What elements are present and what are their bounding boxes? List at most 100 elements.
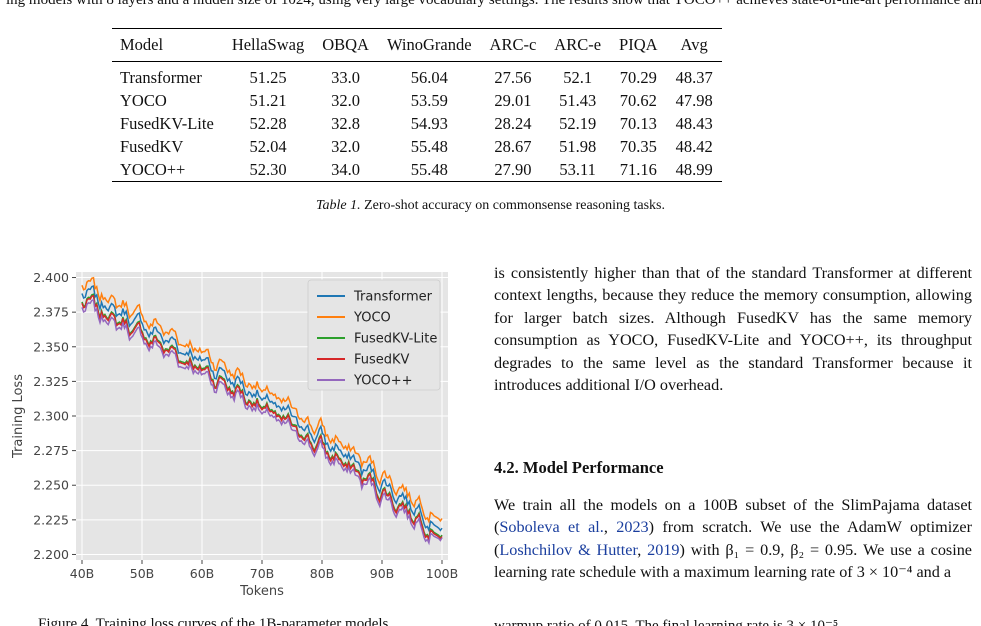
x-tick-label: 50B: [130, 566, 154, 581]
citation-loshchilov-year[interactable]: 2019: [647, 540, 680, 559]
y-axis-label: Training Loss: [11, 374, 26, 459]
x-axis-label: Tokens: [239, 584, 284, 599]
table-cell: 48.99: [675, 159, 713, 179]
table-cell: 52.28: [249, 113, 287, 133]
table-cell: 32.8: [331, 113, 361, 133]
paragraph-fragment: warmup ratio of 0.015. The final learnin…: [494, 618, 839, 626]
table-row: YOCO++ 52.30 34.0 55.48 27.90 53.11 71.16 48.99: [112, 158, 722, 182]
series-line-yoco-: [81, 298, 443, 546]
legend-entry: Transformer: [353, 290, 433, 305]
legend-entry: FusedKV: [354, 353, 410, 368]
chart-legend: Transformer YOCO FusedKV-Lite FusedKV YOCO++: [307, 279, 441, 391]
legend-box: [307, 279, 441, 391]
table-cell: 47.98: [675, 90, 713, 110]
y-tick-label: 2.200: [33, 547, 69, 562]
y-tick-label: 2.350: [33, 339, 69, 354]
series-line-fusedkv: [81, 294, 443, 543]
series-lines: [81, 276, 443, 546]
column-header: WinoGrande: [386, 34, 472, 54]
table-cell: 51.98: [559, 136, 597, 156]
y-tick-label: 2.275: [33, 443, 69, 458]
table-caption: Table 1. Zero-shot accuracy on commonsen…: [0, 198, 981, 214]
table-cell: 71.16: [619, 159, 657, 179]
series-line-yoco: [81, 276, 443, 525]
paragraph-throughput: is consistently higher than that of the …: [494, 264, 972, 395]
table-cell: 70.13: [619, 113, 657, 133]
table-cell: 34.0: [331, 159, 361, 179]
table-cell: 32.0: [331, 90, 361, 110]
series-line-transformer: [81, 284, 443, 533]
y-tick-label: 2.375: [33, 305, 69, 320]
column-header: OBQA: [322, 34, 369, 54]
caption-text: Zero-shot accuracy on commonsense reason…: [360, 198, 665, 213]
table-cell: 48.42: [675, 136, 713, 156]
y-tick-label: 2.250: [33, 478, 69, 493]
table-cell: 33.0: [331, 67, 361, 87]
training-loss-chart: 40B 50B 60B 70B 80B 90B 100B 2.200 2.225 2.250 2.2…: [11, 270, 458, 599]
table-cell: YOCO++: [120, 159, 186, 179]
column-header: Avg: [680, 34, 708, 54]
citation-soboleva[interactable]: Soboleva et al.: [499, 518, 604, 537]
y-tick-label: 2.400: [33, 270, 69, 285]
legend-entry: YOCO++: [353, 374, 413, 389]
x-tick-label: 80B: [310, 566, 334, 581]
table-cell: 56.04: [410, 67, 448, 87]
table-cell: 52.19: [559, 113, 597, 133]
table-cell: 48.37: [675, 67, 713, 87]
column-header: ARC-c: [489, 34, 537, 54]
figure-caption-fragment: Figure 4. Training loss curves of the 1B…: [38, 616, 393, 626]
caption-label: Table 1.: [315, 198, 361, 213]
x-tick-label: 100B: [426, 566, 458, 581]
table-cell: 28.67: [494, 136, 532, 156]
table-row: YOCO 51.21 32.0 53.59 29.01 51.43 70.62 47.98: [112, 89, 722, 112]
column-header: Model: [120, 34, 164, 54]
results-table: Model HellaSwag OBQA WinoGrande ARC-c ARC-e PI…: [112, 28, 722, 182]
table-cell: FusedKV-Lite: [120, 113, 214, 133]
citation-soboleva-year[interactable]: 2023: [616, 518, 649, 537]
table-cell: 27.90: [494, 159, 532, 179]
column-header: PIQA: [619, 34, 658, 54]
top-text-fragment: ing models with 8 layers and a hidden si…: [6, 0, 981, 8]
table-cell: 52.1: [563, 67, 593, 87]
table-cell: 29.01: [494, 90, 532, 110]
table-row: Transformer 51.25 33.0 56.04 27.56 52.1 70.29 4…: [112, 62, 722, 90]
column-header: ARC-e: [554, 34, 602, 54]
column-header: HellaSwag: [231, 34, 305, 54]
x-tick-label: 90B: [370, 566, 394, 581]
table-header-row: Model HellaSwag OBQA WinoGrande ARC-c ARC-e PI…: [112, 28, 722, 62]
legend-entry: YOCO: [353, 311, 391, 326]
table-cell: 51.43: [559, 90, 597, 110]
y-tick-label: 2.225: [33, 512, 69, 527]
table-cell: 52.04: [249, 136, 287, 156]
table-cell: YOCO: [120, 90, 167, 110]
table-cell: 53.11: [559, 159, 596, 179]
x-tick-label: 60B: [190, 566, 214, 581]
table-cell: 70.35: [619, 136, 657, 156]
legend-entry: FusedKV-Lite: [354, 332, 437, 347]
table-cell: 54.93: [410, 113, 448, 133]
table-cell: Transformer: [120, 67, 202, 87]
section-heading: 4.2. Model Performance: [494, 458, 664, 477]
citation-loshchilov[interactable]: Loshchilov & Hutter: [499, 540, 638, 559]
table-cell: 48.43: [675, 113, 713, 133]
table-row: FusedKV 52.04 32.0 55.48 28.67 51.98 70.35 48.4…: [112, 135, 722, 158]
y-tick-label: 2.325: [33, 374, 69, 389]
bottom-text-fragment: Figure 4. Training loss curves of the 1B…: [0, 614, 981, 626]
table-cell: 27.56: [494, 67, 532, 87]
table-cell: 55.48: [410, 159, 448, 179]
paragraph-training: We train all the models on a 100B subset…: [494, 496, 973, 582]
table-cell: 53.59: [410, 90, 448, 110]
table-cell: 52.30: [249, 159, 287, 179]
table-cell: 70.62: [619, 90, 657, 110]
table-cell: 51.21: [249, 90, 287, 110]
table-cell: 51.25: [249, 67, 287, 87]
x-tick-label: 40B: [70, 566, 94, 581]
table-cell: 28.24: [494, 113, 532, 133]
table-cell: 32.0: [331, 136, 361, 156]
table-cell: FusedKV: [120, 136, 184, 156]
x-tick-label: 70B: [250, 566, 274, 581]
table-row: FusedKV-Lite 52.28 32.8 54.93 28.24 52.19 70.1…: [112, 112, 722, 135]
table-cell: 70.29: [619, 67, 657, 87]
table-cell: 55.48: [410, 136, 448, 156]
y-tick-label: 2.300: [33, 409, 69, 424]
